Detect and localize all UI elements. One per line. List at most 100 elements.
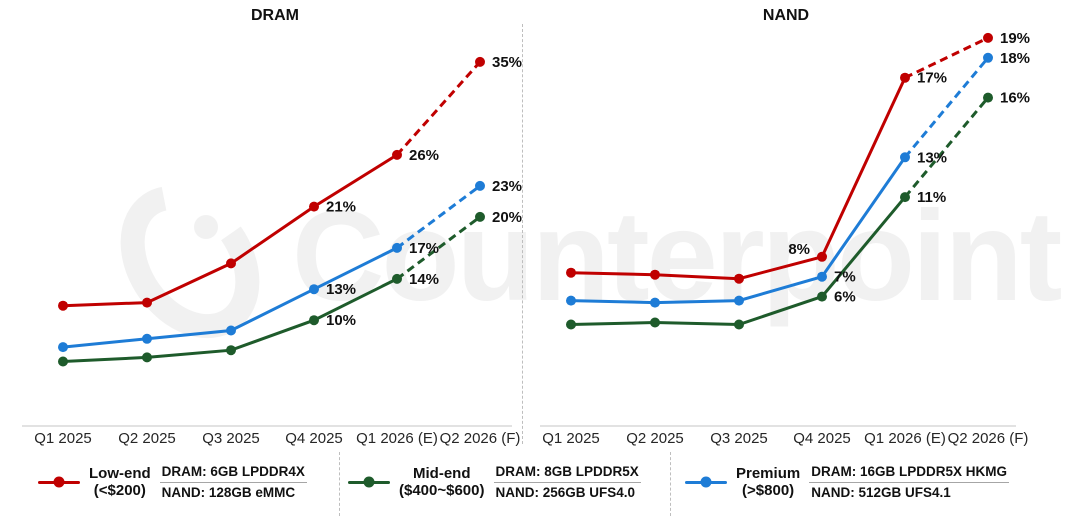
nand-mid-end-point-2 [734,319,744,330]
dram-chart-title: DRAM [251,7,299,24]
dram-low-end-point-4 [392,149,402,160]
dram-mid-end-value-label-5: 20% [492,209,522,226]
nand-premium-point-5 [983,52,993,63]
nand-premium-point-1 [650,297,660,308]
dram-x-tick-2: Q3 2025 [202,430,260,447]
tier-price-range: (>$800) [742,482,795,499]
legend-item-mid-end: Mid-end ($400~$600) DRAM: 8GB LPDDR5X NA… [348,456,641,508]
dram-mid-end-point-0 [58,356,68,367]
dram-x-tick-3: Q4 2025 [285,430,343,447]
dram-low-end-point-5 [475,56,485,67]
marker-dot [53,476,65,488]
nand-premium-point-4 [900,152,910,163]
nand-low-end-point-0 [566,267,576,278]
spec-separator [809,481,1009,483]
nand-low-end-value-label-5: 19% [1000,30,1030,47]
low-end-series-marker-icon [38,476,80,488]
dram-premium-forecast-line [396,184,481,250]
legend-tier-name: Premium (>$800) [736,465,800,499]
dram-premium-point-0 [58,342,68,353]
legend-tier-name: Mid-end ($400~$600) [399,465,485,499]
legend-item-low-end: Low-end (<$200) DRAM: 6GB LPDDR4X NAND: … [38,456,307,508]
watermark-text: Counterpoint [292,185,1062,328]
nand-mid-end-value-label-5: 16% [1000,90,1030,107]
dram-spec: DRAM: 16GB LPDDR5X HKMG [811,463,1007,479]
nand-low-end-point-5 [983,32,993,43]
marker-dot [700,476,712,488]
dram-mid-end-forecast-line [396,215,481,281]
legend-divider-2 [670,452,671,516]
nand-low-end-point-1 [650,269,660,280]
nand-mid-end-point-5 [983,92,993,103]
spec-separator [493,481,641,483]
charts-canvas: Q1 2025 Q2 2025 Q3 2025 Q4 2025 Q1 2026 (E) Q… [22,30,1030,447]
nand-mid-end-forecast-line [903,96,990,199]
chart-panel-divider [522,24,523,444]
nand-x-tick-0: Q1 2025 [542,430,600,447]
nand-low-end-value-label-3: 8% [788,241,810,258]
dram-x-tick-0: Q1 2025 [34,430,92,447]
nand-mid-end-point-3 [817,291,827,302]
nand-mid-end-point-0 [566,319,576,330]
legend-item-premium: Premium (>$800) DRAM: 16GB LPDDR5X HKMG … [685,456,1009,508]
nand-mid-end-value-label-4: 11% [917,189,946,206]
dram-x-tick-1: Q2 2025 [118,430,176,447]
dram-low-end-value-label-4: 26% [409,147,439,164]
nand-low-end-point-4 [900,72,910,83]
premium-series-marker-icon [685,476,727,488]
nand-mid-end-point-1 [650,317,660,328]
legend-specs: DRAM: 8GB LPDDR5X NAND: 256GB UFS4.0 [493,463,641,501]
dram-low-end-value-label-5: 35% [492,54,522,71]
mid-end-series-marker-icon [348,476,390,488]
legend-tier-name: Low-end (<$200) [89,465,151,499]
nand-spec: NAND: 512GB UFS4.1 [811,484,951,500]
nand-premium-point-0 [566,295,576,306]
dram-x-tick-4: Q1 2026 (E) [356,430,438,447]
nand-mid-end-value-label-3: 6% [834,289,856,306]
dram-low-end-point-1 [142,297,152,308]
nand-x-tick-3: Q4 2025 [793,430,851,447]
dram-mid-end-value-label-3: 10% [326,312,356,329]
dram-premium-point-5 [475,180,485,191]
dram-mid-end-point-1 [142,352,152,363]
dram-low-end-forecast-line [395,60,482,156]
dram-low-end-point-2 [226,258,236,269]
nand-low-end-forecast-line [904,36,989,80]
dram-low-end-point-3 [309,201,319,212]
nand-low-end-line [570,77,907,281]
tier-price-range: ($400~$600) [399,482,485,499]
dram-mid-end-point-4 [392,273,402,284]
dram-mid-end-point-2 [226,345,236,356]
nand-low-end-point-2 [734,273,744,284]
dram-low-end-value-label-3: 21% [326,199,356,216]
tier-name: Mid-end [413,464,471,482]
nand-low-end-point-3 [817,251,827,262]
counterpoint-logo-icon [120,185,260,339]
dram-spec: DRAM: 8GB LPDDR5X [495,463,639,479]
spec-separator [159,481,307,483]
dram-premium-value-label-4: 17% [409,240,439,257]
legend-specs: DRAM: 6GB LPDDR4X NAND: 128GB eMMC [159,463,307,501]
nand-chart-title: NAND [762,7,810,24]
dram-premium-point-1 [142,333,152,344]
nand-x-tick-2: Q3 2025 [710,430,768,447]
nand-mid-end-point-4 [900,192,910,203]
nand-spec: NAND: 128GB eMMC [161,484,296,500]
dram-spec: DRAM: 6GB LPDDR4X [161,463,305,479]
dram-premium-point-3 [309,284,319,295]
dram-mid-end-point-5 [475,211,485,222]
tier-name: Premium [736,464,801,482]
dram-mid-end-point-3 [309,315,319,326]
nand-x-tick-5: Q2 2026 (F) [948,430,1029,447]
tier-name: Low-end [89,464,151,482]
dram-premium-point-2 [226,325,236,336]
dram-x-tick-5: Q2 2026 (F) [440,430,521,447]
nand-premium-value-label-4: 13% [917,149,947,166]
legend-divider-1 [339,452,340,516]
nand-x-tick-4: Q1 2026 (E) [864,430,946,447]
nand-spec: NAND: 256GB UFS4.0 [495,484,636,500]
nand-premium-point-3 [817,271,827,282]
dram-premium-point-4 [392,242,402,253]
